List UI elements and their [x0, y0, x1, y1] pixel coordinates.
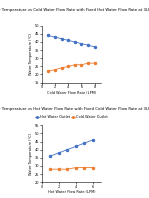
Cold Water Outlet: [75, 166, 77, 169]
Hot Water Outlet: [47, 34, 49, 37]
Y-axis label: Water Temperature (°C): Water Temperature (°C): [29, 33, 33, 75]
Hot Water Outlet: [67, 39, 69, 42]
Hot Water Outlet: [58, 152, 60, 154]
Cold Water Outlet: [94, 62, 96, 64]
Y-axis label: Water Temperature (°C): Water Temperature (°C): [29, 133, 33, 175]
Cold Water Outlet: [58, 168, 60, 170]
Cold Water Outlet: [66, 168, 68, 170]
Hot Water Outlet: [66, 148, 68, 151]
Cold Water Outlet: [81, 64, 82, 66]
Hot Water Outlet: [83, 142, 85, 144]
Cold Water Outlet: [92, 166, 94, 169]
Cold Water Outlet: [83, 166, 85, 169]
Line: Cold Water Outlet: Cold Water Outlet: [49, 167, 94, 170]
Cold Water Outlet: [49, 168, 51, 170]
Hot Water Outlet: [87, 44, 89, 46]
Line: Hot Water Outlet: Hot Water Outlet: [49, 139, 94, 157]
Hot Water Outlet: [81, 42, 82, 45]
Cold Water Outlet: [47, 70, 49, 72]
Hot Water Outlet: [49, 155, 51, 157]
Hot Water Outlet: [75, 145, 77, 148]
Cold Water Outlet: [74, 64, 76, 66]
Cold Water Outlet: [54, 69, 56, 71]
Hot Water Outlet: [61, 38, 62, 40]
X-axis label: Hot Water Flow Rate (LPM): Hot Water Flow Rate (LPM): [48, 190, 95, 194]
Text: Water Temperature vs Hot Water Flow Rate with Fixed Cold Water Flow Rate at 3LPM: Water Temperature vs Hot Water Flow Rate…: [0, 107, 149, 111]
Hot Water Outlet: [74, 41, 76, 43]
Hot Water Outlet: [54, 36, 56, 38]
Hot Water Outlet: [94, 46, 96, 48]
Line: Cold Water Outlet: Cold Water Outlet: [47, 62, 96, 72]
Cold Water Outlet: [67, 65, 69, 68]
Line: Hot Water Outlet: Hot Water Outlet: [47, 34, 96, 48]
X-axis label: Cold Water Flow Rate (LPM): Cold Water Flow Rate (LPM): [47, 91, 96, 95]
Text: Water Temperature vs Cold Water Flow Rate with Fixed Hot Water Flow Rate at 3LPM: Water Temperature vs Cold Water Flow Rat…: [0, 8, 149, 11]
Cold Water Outlet: [87, 62, 89, 64]
Cold Water Outlet: [61, 67, 62, 69]
Legend: Hot Water Outlet, Cold Water Outlet: Hot Water Outlet, Cold Water Outlet: [34, 114, 109, 121]
Hot Water Outlet: [92, 139, 94, 141]
